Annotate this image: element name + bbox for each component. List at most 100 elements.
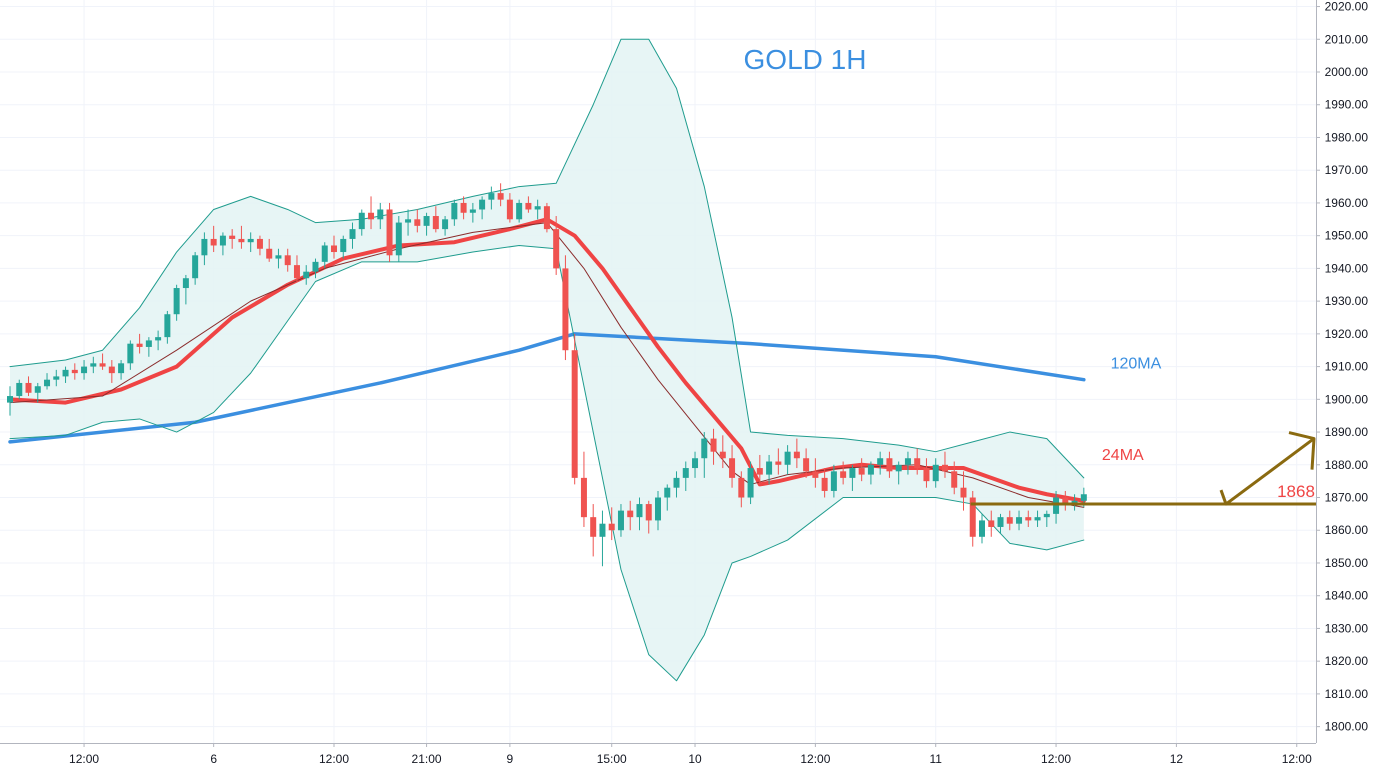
- candle-body: [303, 271, 310, 279]
- candle-body: [710, 438, 717, 452]
- series-label-120ma: 120MA: [1111, 355, 1162, 372]
- candle-body: [506, 199, 513, 220]
- candle-body: [793, 451, 800, 459]
- candle-body: [7, 396, 13, 403]
- x-tick-label: 21:00: [412, 752, 442, 766]
- y-tick-label: 1900.00: [1325, 392, 1369, 406]
- candle-body: [988, 520, 995, 527]
- candle-body: [627, 510, 634, 518]
- x-tick-label: 12: [1170, 752, 1184, 766]
- candle-body: [229, 235, 236, 239]
- candle-body: [469, 209, 476, 213]
- y-tick-label: 2020.00: [1325, 0, 1369, 14]
- candle-body: [25, 382, 32, 393]
- bullish-arrow-head: [1288, 431, 1316, 470]
- candle-body: [182, 278, 189, 289]
- candle-body: [636, 504, 643, 518]
- candle-body: [821, 477, 828, 491]
- candle-body: [81, 366, 88, 374]
- candle-body: [1016, 517, 1023, 524]
- chart-annotations: 1868: [970, 431, 1316, 506]
- x-tick-label: 12:00: [319, 752, 349, 766]
- candle-body: [293, 265, 300, 279]
- bollinger-band-fill: [10, 39, 1084, 681]
- y-tick-label: 1810.00: [1325, 687, 1369, 701]
- y-tick-label: 1920.00: [1325, 327, 1369, 341]
- time-axis-bg: [0, 743, 1375, 771]
- bullish-arrow-line: [1219, 437, 1315, 506]
- candle-body: [256, 238, 263, 249]
- candle-body: [858, 468, 865, 475]
- candle-body: [534, 206, 541, 210]
- candle-body: [682, 468, 689, 478]
- candle-body: [867, 464, 874, 475]
- candle-body: [432, 216, 439, 230]
- x-tick-label: 12:00: [69, 752, 99, 766]
- y-tick-label: 1820.00: [1325, 654, 1369, 668]
- y-tick-label: 1800.00: [1325, 720, 1369, 734]
- candle-body: [701, 438, 708, 459]
- mid-band-line: [9, 222, 1085, 508]
- candle-body: [377, 209, 384, 220]
- candle-body: [284, 255, 291, 266]
- candle-body: [812, 471, 819, 478]
- candle-body: [571, 350, 578, 478]
- candle-body: [479, 199, 486, 210]
- candle-body: [34, 386, 41, 393]
- candle-body: [673, 477, 680, 488]
- candle-body: [349, 229, 356, 239]
- candle-body: [173, 288, 180, 315]
- candle-body: [543, 206, 550, 230]
- y-tick-label: 1850.00: [1325, 556, 1369, 570]
- y-tick-label: 1960.00: [1325, 196, 1369, 210]
- candle-body: [923, 468, 930, 482]
- candle-body: [692, 458, 699, 469]
- candle-body: [99, 363, 106, 367]
- y-tick-label: 1840.00: [1325, 589, 1369, 603]
- candle-body: [192, 255, 199, 279]
- candle-body: [201, 238, 208, 256]
- candle-body: [164, 314, 171, 338]
- price-axis-bg: [1316, 0, 1375, 771]
- candle-body: [238, 238, 245, 243]
- upper-band-line: [9, 38, 1085, 479]
- x-tick-label: 6: [210, 752, 217, 766]
- candle-body: [460, 202, 467, 213]
- candle-body: [525, 202, 532, 210]
- candle-body: [71, 369, 78, 374]
- candlesticks: [7, 183, 1087, 567]
- y-tick-label: 1980.00: [1325, 130, 1369, 144]
- y-tick-label: 1830.00: [1325, 621, 1369, 635]
- x-tick-label: 15:00: [597, 752, 627, 766]
- lower-band-line: [9, 244, 1085, 682]
- candle-body: [840, 471, 847, 478]
- candle-body: [395, 222, 402, 256]
- candle-body: [849, 468, 856, 478]
- x-tick-label: 12:00: [800, 752, 830, 766]
- y-tick-label: 1910.00: [1325, 360, 1369, 374]
- candle-body: [1062, 497, 1069, 505]
- candle-body: [895, 464, 902, 472]
- candle-body: [803, 458, 810, 472]
- candle-body: [451, 202, 458, 220]
- candle-body: [617, 510, 624, 531]
- candle-body: [405, 219, 412, 223]
- candle-body: [1053, 497, 1060, 514]
- candle-body: [1071, 500, 1078, 505]
- ma120-line: [8, 332, 1086, 444]
- y-tick-label: 1990.00: [1325, 98, 1369, 112]
- candle-body: [1043, 513, 1050, 518]
- candle-body: [775, 461, 782, 465]
- candle-body: [784, 451, 791, 465]
- candle-body: [414, 219, 421, 226]
- x-tick-label: 10: [688, 752, 702, 766]
- candle-body: [442, 219, 449, 230]
- candle-body: [145, 340, 152, 347]
- candle-body: [312, 261, 319, 272]
- candle-body: [562, 268, 569, 351]
- candle-body: [553, 229, 560, 269]
- candle-body: [655, 497, 661, 521]
- support-level-label: 1868: [1277, 482, 1315, 501]
- candle-body: [1006, 517, 1013, 524]
